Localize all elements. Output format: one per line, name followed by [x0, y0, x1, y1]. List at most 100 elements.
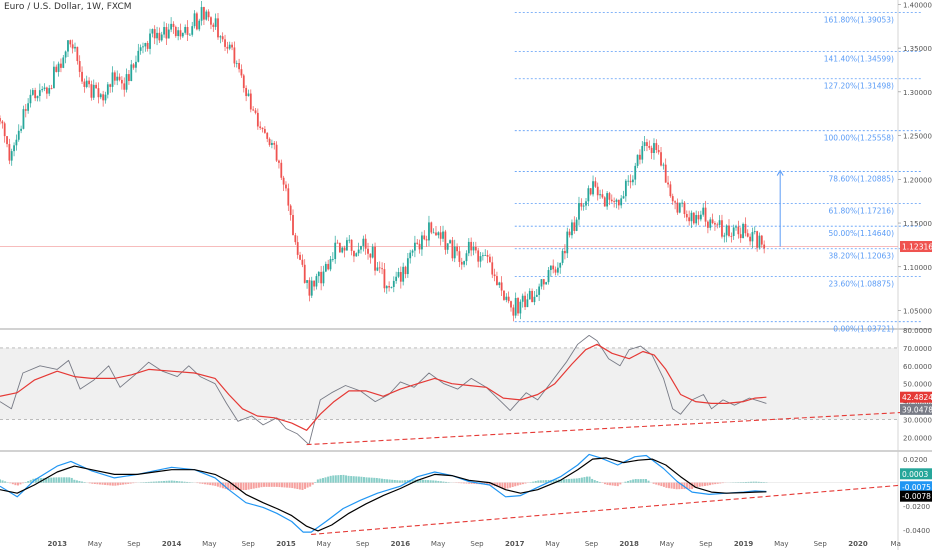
candle-body — [6, 136, 8, 145]
rsi-band — [0, 347, 898, 420]
x-axis-label: Sep — [127, 540, 141, 548]
candle-body — [449, 240, 451, 244]
fib-level-label: 161.80%(1.39053) — [824, 16, 894, 25]
candle-body — [409, 252, 412, 259]
candle-body — [247, 93, 250, 97]
candle-body — [639, 154, 641, 160]
candle-body — [214, 18, 217, 27]
candle-body — [437, 232, 440, 236]
candle-body — [465, 253, 468, 262]
macd-histogram-bar — [178, 481, 181, 483]
candle-body — [109, 84, 112, 87]
macd-histogram-bar — [70, 477, 73, 483]
candle-body — [564, 250, 566, 254]
macd-histogram-bar — [596, 481, 599, 483]
macd-histogram-bar — [60, 477, 63, 483]
candle-body — [228, 44, 231, 49]
macd-histogram-bar — [609, 482, 612, 486]
macd-histogram-bar — [50, 477, 53, 483]
candle-body — [749, 236, 751, 242]
candle-body — [76, 46, 79, 62]
macd-histogram-bar — [632, 479, 635, 483]
candle-body — [631, 179, 634, 183]
macd-histogram-bar — [606, 482, 609, 485]
x-axis-label: May — [660, 540, 674, 548]
macd-histogram-bar — [283, 482, 286, 488]
macd-histogram-bar — [465, 482, 468, 484]
candle-body — [758, 235, 761, 248]
macd-histogram-bar — [496, 482, 499, 487]
macd-histogram-bar — [634, 479, 637, 483]
macd-histogram-bar — [55, 477, 58, 483]
candle-body — [491, 262, 494, 275]
macd-histogram-bar — [673, 482, 676, 489]
candle-body — [695, 215, 698, 224]
macd-histogram-bar — [11, 482, 14, 485]
candle-body — [397, 272, 400, 277]
macd-histogram-bar — [127, 482, 130, 484]
macd-histogram-bar — [337, 475, 340, 483]
candle-body — [622, 196, 625, 199]
candle-body — [664, 164, 667, 183]
macd-histogram-bar — [83, 482, 86, 483]
candle-body — [13, 145, 15, 152]
macd-histogram-bar — [386, 479, 389, 483]
candle-body — [240, 69, 243, 76]
macd-histogram-bar — [91, 482, 94, 484]
macd-histogram-bar — [603, 482, 606, 485]
candle-body — [256, 112, 259, 127]
macd-histogram-bar — [296, 482, 299, 490]
macd-histogram-bar — [314, 482, 317, 483]
rsi-tag-text: 39.0478 — [902, 405, 932, 414]
macd-histogram-bar — [57, 477, 60, 483]
candle-body — [383, 269, 386, 289]
macd-histogram-bar — [473, 482, 476, 484]
macd-histogram-bar — [216, 482, 219, 487]
candle-body — [575, 219, 578, 231]
candle-body — [662, 164, 665, 166]
candle-body — [41, 89, 44, 91]
macd-histogram-bar — [168, 480, 171, 483]
macd-histogram-bar — [40, 478, 43, 483]
macd-histogram-bar — [614, 482, 617, 486]
candle-body — [460, 261, 463, 265]
macd-histogram-bar — [329, 475, 332, 483]
macd-histogram-bar — [375, 477, 378, 483]
macd-histogram-bar — [34, 478, 37, 483]
macd-histogram-bar — [232, 482, 235, 491]
candle-body — [116, 76, 119, 81]
candle-body — [271, 142, 273, 145]
candle-body — [446, 243, 449, 250]
candle-body — [320, 271, 323, 284]
macd-histogram-bar — [511, 482, 514, 487]
macd-histogram-bar — [419, 479, 422, 483]
macd-histogram-bar — [719, 482, 722, 484]
macd-histogram-bar — [124, 482, 127, 485]
candle-body — [268, 138, 271, 145]
x-axis-label: Sep — [814, 540, 828, 548]
macd-histogram-bar — [275, 482, 278, 487]
candle-body — [535, 294, 538, 297]
macd-histogram-bar — [19, 482, 22, 485]
candle-body — [456, 246, 458, 252]
macd-histogram-bar — [175, 480, 178, 483]
macd-histogram-bar — [355, 476, 358, 483]
macd-histogram-bar — [106, 482, 109, 486]
macd-histogram-bar — [711, 482, 714, 485]
macd-histogram-bar — [327, 476, 330, 483]
macd-histogram-bar — [742, 482, 745, 483]
candle-body — [756, 231, 759, 248]
candle-body — [327, 263, 330, 270]
candle-body — [231, 44, 233, 48]
macd-histogram-bar — [668, 482, 671, 489]
candle-body — [428, 222, 430, 241]
x-axis-label: Ma — [891, 540, 901, 548]
candle-body — [184, 26, 187, 33]
macd-histogram-bar — [114, 482, 117, 486]
candle-body — [472, 246, 475, 251]
candle-body — [732, 227, 735, 236]
macd-histogram-bar — [239, 482, 242, 491]
macd-histogram-bar — [319, 478, 322, 483]
candle-body — [735, 226, 737, 228]
